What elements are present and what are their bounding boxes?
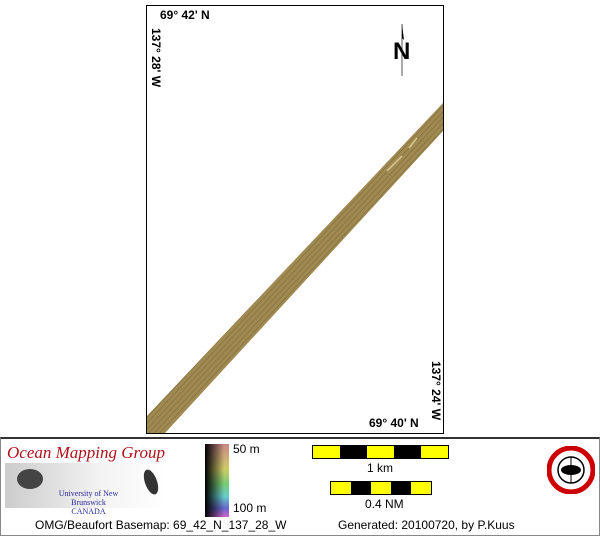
country-label: CANADA [71,507,106,516]
omg-logo-image [5,463,165,508]
depth-colorbar [205,444,229,517]
university-name: University of New Brunswick CANADA [41,489,136,516]
depth-max-label: 100 m [233,501,267,515]
scale-bar-km [312,445,449,459]
lon-label-right: 137° 24' W [429,361,443,421]
generated-label: Generated: 20100720, by P.Kuus [338,518,515,532]
scale-km-label: 1 km [367,461,394,475]
north-label: N [393,38,411,65]
depth-min-label: 50 m [233,442,260,456]
unb-geomatics-seal-icon [546,445,596,495]
map-frame: 69° 42' N 137° 28' W 69° 40' N 137° 24' … [146,5,444,434]
legend-panel: Ocean Mapping Group University of New Br… [0,437,600,536]
bathymetry-swath [147,103,443,433]
lat-label-top: 69° 42' N [160,8,210,22]
scale-bar-nm [330,481,432,495]
north-arrow-icon: N [392,20,412,76]
basemap-label: OMG/Beaufort Basemap: 69_42_N_137_28_W [35,518,287,532]
university-label: University of New Brunswick [58,489,119,507]
scale-nm-label: 0.4 NM [365,497,404,511]
lat-label-bottom: 69° 40' N [369,416,419,430]
lon-label-left: 137° 28' W [149,28,163,88]
swath-polygon [147,103,443,433]
org-name: Ocean Mapping Group [7,443,166,462]
